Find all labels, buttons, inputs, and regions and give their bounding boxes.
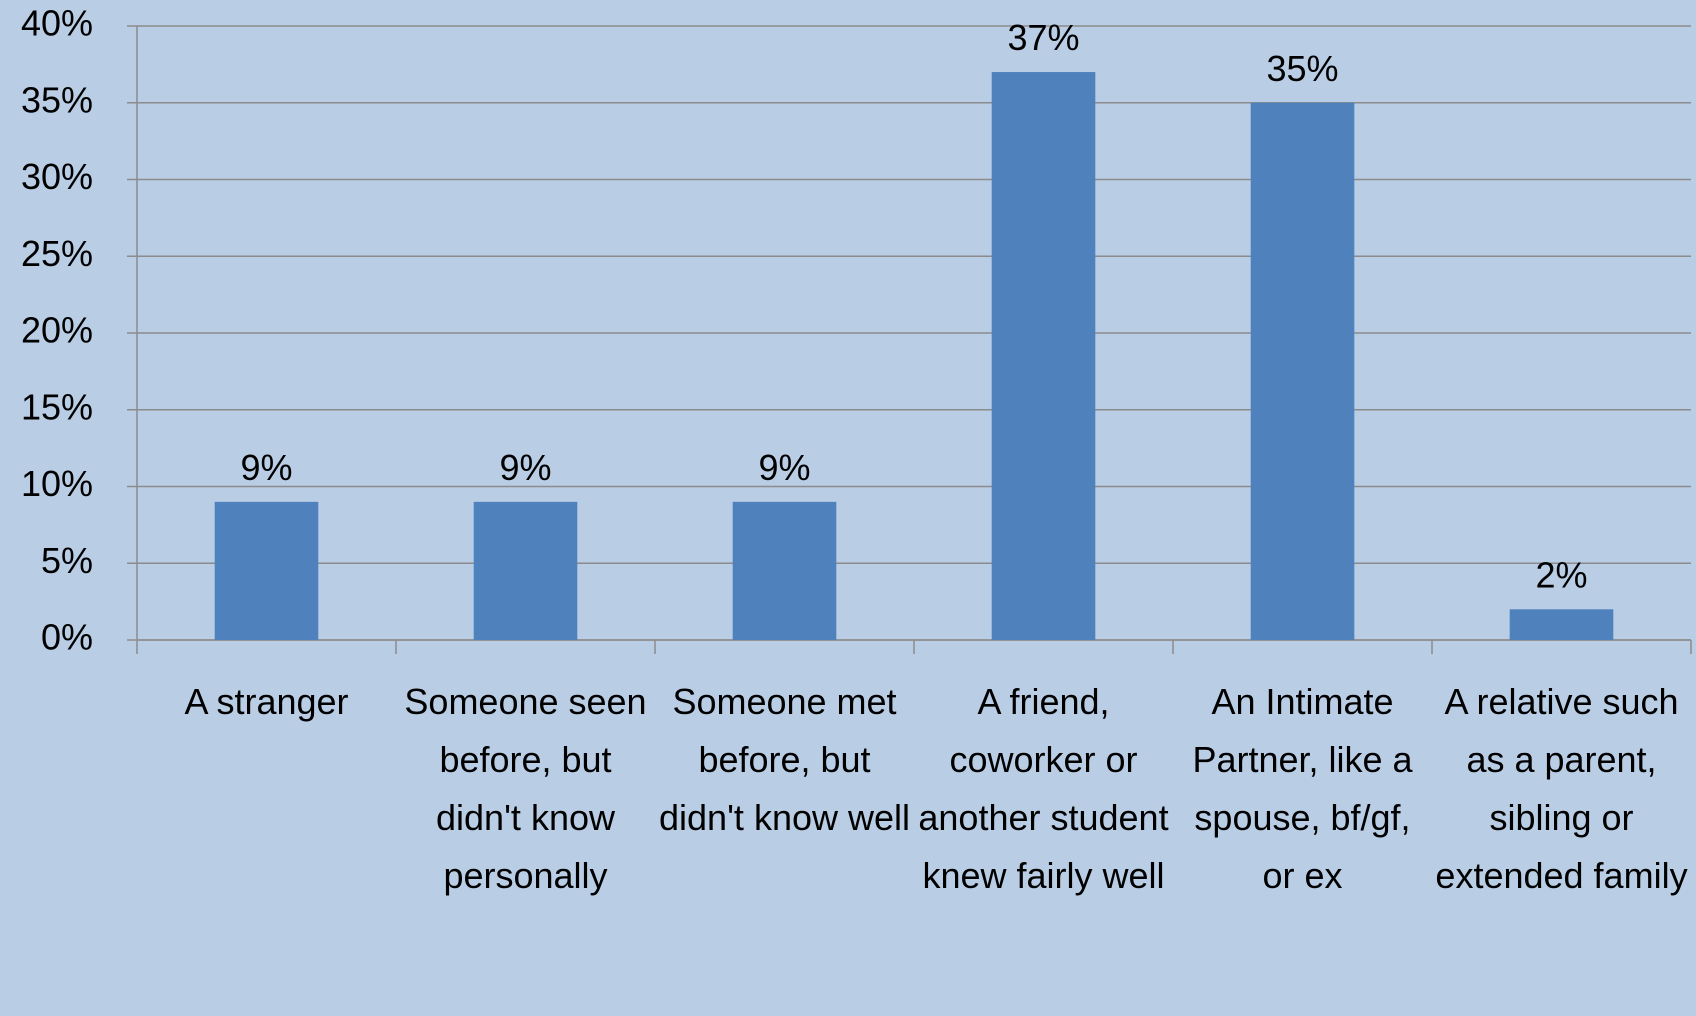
y-tick-label: 5% (41, 540, 93, 581)
y-tick-label: 20% (21, 310, 93, 351)
label-line: coworker or (949, 739, 1137, 780)
label-line: didn't know (436, 797, 616, 838)
x-tick-label: A relative such as a parent, sibling or ext… (1435, 681, 1687, 896)
bar (1509, 609, 1614, 640)
data-label: 9% (240, 447, 292, 488)
x-tick-label: Someone seen before, but didn't know person… (404, 681, 646, 896)
label-line: An Intimate (1211, 681, 1393, 722)
bar (1250, 102, 1355, 640)
label-line: another student (918, 797, 1168, 838)
y-tick-label: 10% (21, 463, 93, 504)
y-tick-label: 25% (21, 233, 93, 274)
x-tick-label: A stranger (184, 681, 348, 722)
bar (732, 501, 837, 640)
x-tick-label: A friend, coworker or another student knew … (918, 681, 1168, 896)
y-tick-label: 30% (21, 156, 93, 197)
label-line: A stranger (184, 681, 348, 722)
label-line: personally (443, 855, 607, 896)
label-line: as a parent, (1466, 739, 1656, 780)
data-label: 9% (499, 447, 551, 488)
x-tick-label: Someone met before, but didn't know well (659, 681, 910, 838)
y-tick-label: 0% (41, 617, 93, 658)
x-tick-label: An Intimate Partner, like a spouse, bf/gf,… (1192, 681, 1413, 896)
data-label: 37% (1007, 17, 1079, 58)
label-line: Partner, like a (1192, 739, 1413, 780)
label-line: before, but (698, 739, 870, 780)
label-line: before, but (439, 739, 611, 780)
label-line: sibling or (1489, 797, 1633, 838)
label-line: didn't know well (659, 797, 910, 838)
label-line: extended family (1435, 855, 1687, 896)
bar (991, 72, 1096, 641)
label-line: Someone met (672, 681, 896, 722)
y-tick-label: 40% (21, 3, 93, 44)
bar (214, 501, 319, 640)
label-line: knew fairly well (922, 855, 1164, 896)
data-label: 2% (1535, 554, 1587, 595)
label-line: spouse, bf/gf, (1194, 797, 1410, 838)
y-tick-label: 35% (21, 79, 93, 120)
label-line: A friend, (977, 681, 1109, 722)
label-line: or ex (1262, 855, 1342, 896)
y-tick-label: 15% (21, 386, 93, 427)
data-label: 9% (758, 447, 810, 488)
bar (473, 501, 578, 640)
label-line: A relative such (1444, 681, 1678, 722)
label-line: Someone seen (404, 681, 646, 722)
data-label: 35% (1266, 48, 1338, 89)
